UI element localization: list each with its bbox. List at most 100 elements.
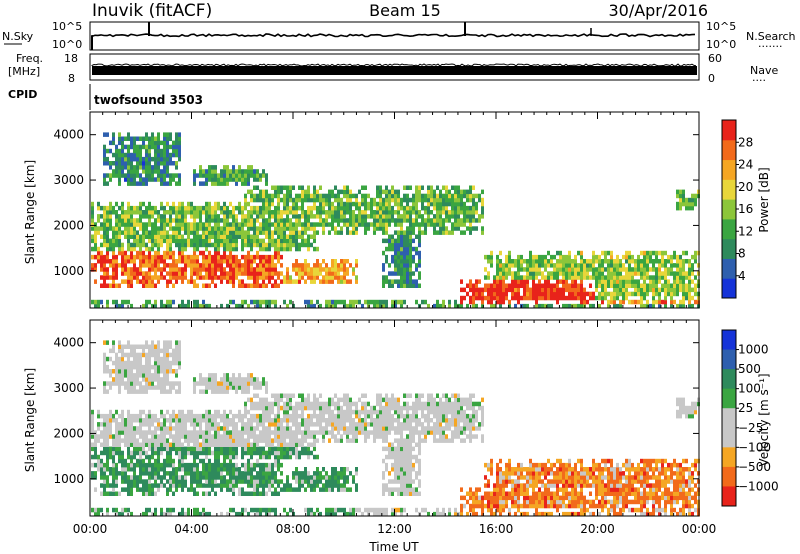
power-cell (313, 230, 316, 235)
velocity-cell (106, 434, 109, 439)
power-cell (142, 230, 145, 235)
power-cell (217, 263, 220, 268)
velocity-cell (115, 475, 118, 480)
power-cell (235, 230, 238, 235)
power-cell (265, 234, 268, 239)
power-cell (262, 263, 265, 268)
velocity-cell (127, 483, 130, 488)
power-cell (658, 267, 661, 272)
power-cell (658, 299, 661, 305)
power-cell (103, 218, 106, 223)
power-cell (583, 267, 586, 272)
power-cell (226, 242, 229, 248)
power-cell (250, 259, 253, 264)
power-cell (694, 259, 697, 264)
power-cell (391, 238, 394, 244)
power-cell (202, 283, 205, 288)
velocity-cell (271, 405, 274, 411)
velocity-cell (124, 462, 127, 468)
power-cell (640, 303, 643, 309)
power-cell (424, 218, 427, 223)
power-cell (169, 136, 172, 141)
velocity-cell (115, 360, 118, 366)
power-cell (283, 242, 286, 248)
power-cell (205, 303, 208, 309)
power-cell (286, 234, 289, 239)
velocity-cell (196, 381, 199, 386)
power-cell (634, 283, 637, 288)
velocity-cell (154, 491, 157, 496)
velocity-cell (196, 511, 199, 517)
velocity-cell (184, 467, 187, 472)
power-cell (133, 238, 136, 244)
velocity-cell (157, 369, 160, 374)
power-cell (376, 205, 379, 211)
power-cell (481, 210, 484, 215)
power-cell (151, 214, 154, 219)
velocity-cell (160, 475, 163, 480)
power-cell (382, 189, 385, 195)
power-cell (535, 259, 538, 264)
power-cell (379, 299, 382, 305)
power-cell (301, 267, 304, 272)
velocity-cell (154, 511, 157, 517)
velocity-cell (232, 479, 235, 484)
power-cell (247, 250, 250, 256)
power-cell (301, 201, 304, 207)
power-cell (445, 193, 448, 199)
power-cell (595, 275, 598, 280)
power-cell (124, 267, 127, 272)
power-cell (595, 254, 598, 260)
velocity-cell (283, 405, 286, 411)
velocity-cell (121, 409, 124, 415)
power-cell (682, 250, 685, 256)
velocity-cell (136, 389, 139, 394)
power-cell (655, 271, 658, 276)
velocity-cell (286, 409, 289, 415)
power-cell (154, 267, 157, 272)
velocity-cell (286, 475, 289, 480)
velocity-cell (271, 422, 274, 427)
power-cell (400, 259, 403, 264)
velocity-cell (187, 471, 190, 476)
power-cell (442, 185, 445, 190)
power-cell (301, 275, 304, 280)
power-cell (298, 246, 301, 252)
power-cell (97, 259, 100, 264)
power-cell (127, 218, 130, 223)
power-cell (532, 267, 535, 272)
velocity-cell (175, 450, 178, 456)
power-cell (229, 271, 232, 276)
power-cell (415, 246, 418, 252)
velocity-cell (226, 454, 229, 460)
power-cell (439, 214, 442, 219)
power-cell (625, 267, 628, 272)
power-cell (511, 287, 514, 293)
power-cell (628, 267, 631, 272)
power-cell (94, 230, 97, 235)
velocity-cell (277, 458, 280, 464)
power-cell (421, 222, 424, 227)
power-cell (178, 152, 181, 158)
velocity-cell (235, 381, 238, 386)
power-cell (94, 254, 97, 260)
power-cell (400, 230, 403, 235)
power-cell (166, 181, 169, 186)
power-cell (397, 242, 400, 248)
velocity-cell (121, 369, 124, 374)
power-cell (181, 250, 184, 256)
power-cell (598, 271, 601, 276)
velocity-cell (286, 446, 289, 452)
power-cell (235, 238, 238, 244)
power-cell (460, 222, 463, 227)
power-cell (610, 259, 613, 264)
power-cell (280, 218, 283, 223)
power-cell (286, 222, 289, 227)
power-cell (295, 279, 298, 284)
power-cell (172, 250, 175, 256)
power-cell (532, 254, 535, 260)
velocity-cell (253, 479, 256, 484)
power-cell (469, 214, 472, 219)
power-cell (172, 173, 175, 178)
power-cell (577, 295, 580, 301)
